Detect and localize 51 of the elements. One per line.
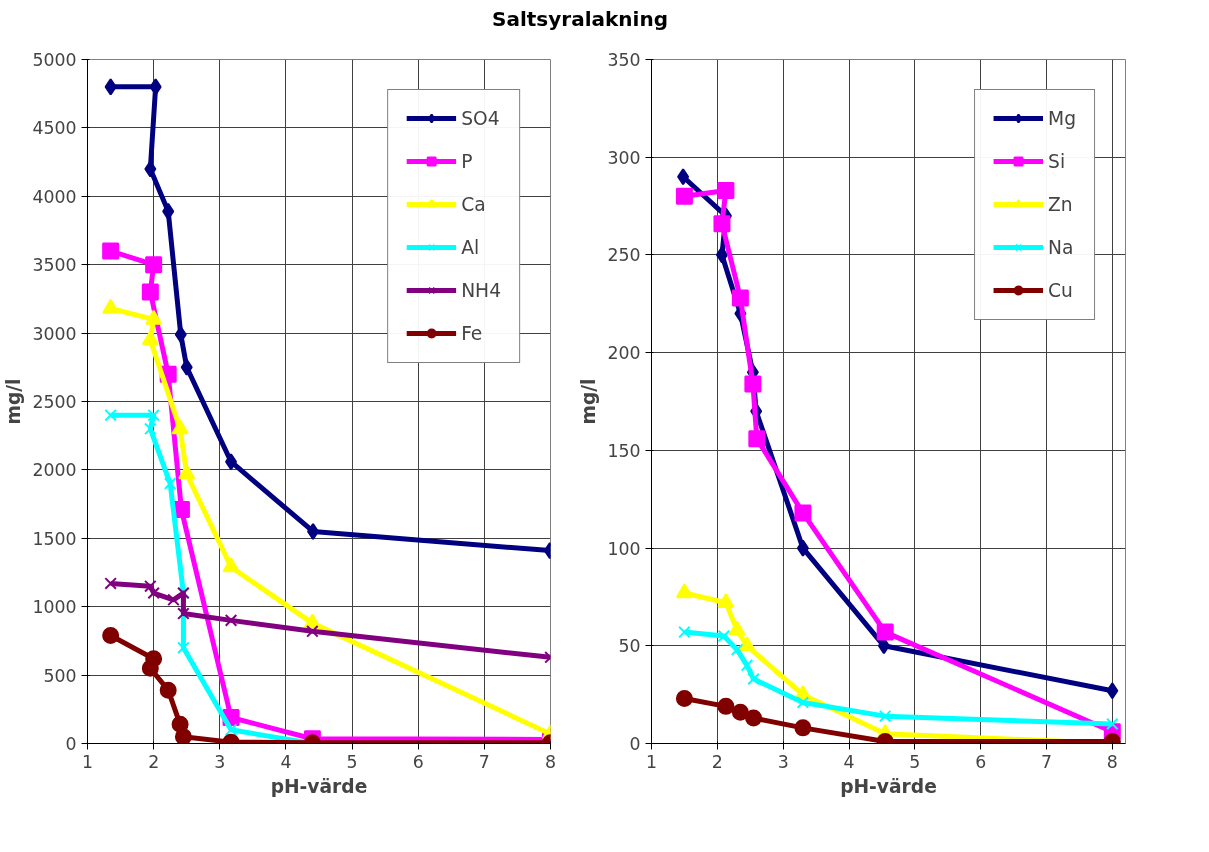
legend-label: Na: [1048, 236, 1074, 258]
y-axis-title: mg/l: [578, 378, 600, 425]
x-tick-label: 1: [81, 751, 94, 772]
legend-label: Zn: [1048, 193, 1073, 215]
legend-label: Mg: [1048, 107, 1076, 129]
y-tick-label: 0: [65, 733, 77, 754]
y-tick-label: 2500: [32, 391, 77, 412]
chart-title: Saltsyralakning: [492, 6, 668, 33]
y-tick-label: 1500: [32, 528, 77, 549]
x-tick-label: 4: [843, 751, 855, 772]
x-tick-label: 5: [346, 751, 358, 772]
x-axis-title: pH-värde: [270, 775, 368, 797]
y-tick-label: 50: [618, 635, 641, 656]
y-tick-label: 0: [629, 733, 641, 754]
x-tick-label: 3: [214, 751, 226, 772]
x-tick-label: 2: [711, 751, 723, 772]
legend-label: NH4: [461, 279, 501, 301]
y-tick-label: 200: [607, 342, 641, 363]
x-tick-label: 8: [544, 751, 557, 772]
y-tick-label: 250: [607, 244, 641, 265]
x-tick-label: 7: [478, 751, 490, 772]
x-tick-label: 5: [909, 751, 921, 772]
y-tick-label: 100: [607, 538, 641, 559]
x-tick-label: 6: [412, 751, 424, 772]
x-tick-label: 6: [975, 751, 987, 772]
x-tick-label: 1: [645, 751, 658, 772]
y-tick-label: 5000: [32, 49, 77, 70]
x-tick-label: 3: [777, 751, 789, 772]
y-tick-label: 2000: [32, 459, 77, 480]
legend-label: P: [461, 150, 474, 172]
legend-label: Al: [461, 236, 481, 258]
y-tick-label: 4000: [32, 186, 77, 207]
y-tick-label: 4500: [32, 117, 77, 138]
y-tick-label: 500: [43, 665, 77, 686]
y-tick-label: 1000: [32, 596, 77, 617]
y-tick-label: 300: [607, 147, 641, 168]
x-tick-label: 7: [1040, 751, 1053, 772]
x-tick-label: 4: [280, 751, 292, 772]
y-tick-label: 150: [607, 440, 641, 461]
x-tick-label: 2: [148, 751, 160, 772]
y-tick-label: 350: [607, 49, 641, 70]
legend-label: Fe: [461, 322, 483, 344]
legend-label: Ca: [461, 193, 486, 215]
legend-label: Cu: [1048, 279, 1073, 301]
x-axis-title: pH-värde: [840, 775, 937, 797]
y-tick-label: 3000: [32, 323, 77, 344]
y-axis-title: mg/l: [3, 378, 25, 425]
legend-label: Si: [1048, 150, 1067, 172]
x-tick-label: 8: [1106, 751, 1118, 772]
legend-label: SO4: [461, 107, 500, 129]
y-tick-label: 3500: [32, 254, 77, 275]
